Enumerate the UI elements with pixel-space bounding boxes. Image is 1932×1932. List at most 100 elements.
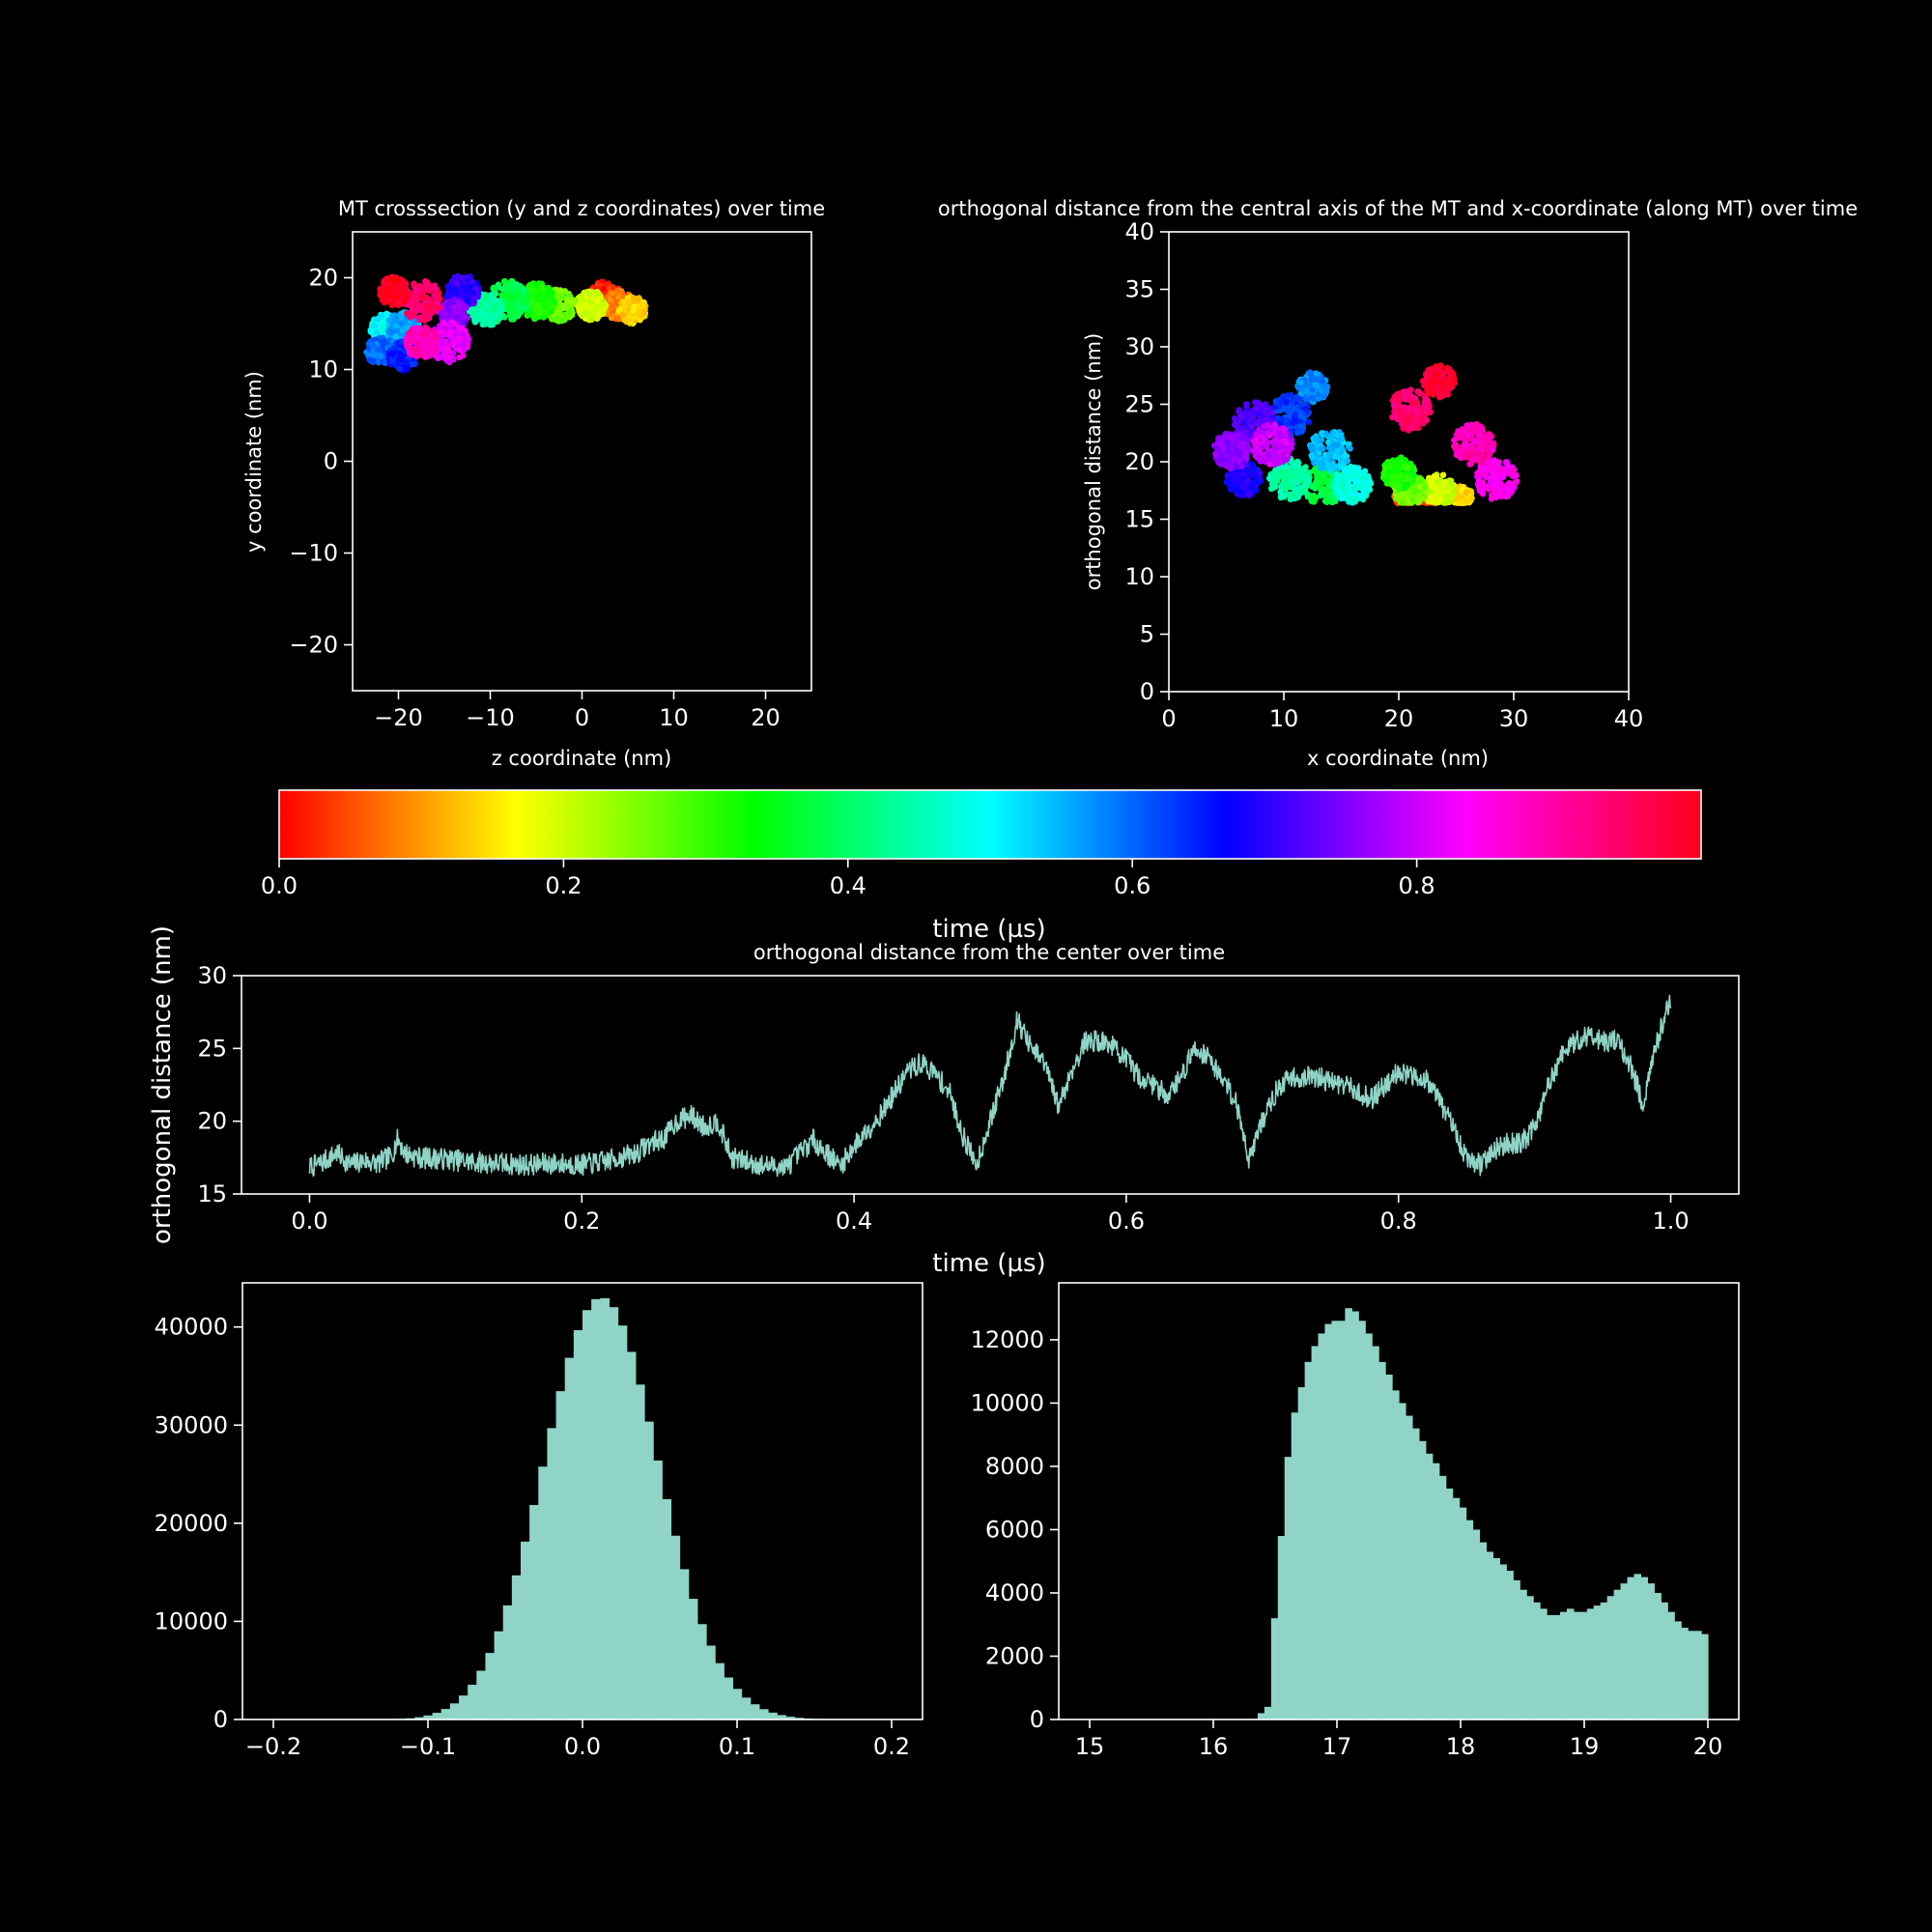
crosssection-point <box>609 290 615 297</box>
orthogonal-vs-x-point <box>1281 482 1289 489</box>
orthogonal-vs-x-point <box>1405 498 1411 506</box>
orthogonal-vs-x-point <box>1341 487 1349 494</box>
crosssection-point <box>620 316 628 324</box>
orthogonal-vs-x-point <box>1436 476 1444 484</box>
orthogonal-vs-x-point <box>1224 439 1231 445</box>
crosssection-point <box>448 278 456 285</box>
crosssection-ylabel: y coordinate (nm) <box>242 371 266 553</box>
crosssection-point <box>512 284 519 291</box>
crosssection-point <box>469 297 477 304</box>
crosssection-point <box>450 290 457 298</box>
orthogonal-vs-x-point <box>1326 483 1333 491</box>
orthogonal-vs-x-point <box>1235 421 1241 428</box>
orthogonal-vs-x-point <box>1323 497 1330 503</box>
orthogonal-vs-x-point <box>1235 470 1241 477</box>
orthogonal-vs-x-point <box>1269 413 1277 420</box>
crosssection-point <box>606 285 612 292</box>
crosssection-point <box>393 323 400 329</box>
crosssection-point <box>461 319 469 326</box>
crosssection-point <box>589 305 597 313</box>
crosssection-point <box>561 288 568 295</box>
orthogonal-vs-x-point <box>1405 465 1411 471</box>
orthogonal-vs-x-point <box>1244 478 1252 485</box>
crosssection-point <box>401 287 409 294</box>
crosssection-point <box>393 277 400 284</box>
orthogonal-vs-x-point <box>1325 439 1332 446</box>
crosssection-point <box>402 280 410 288</box>
orthogonal-vs-x-point <box>1311 498 1318 505</box>
orthogonal-vs-x-point <box>1456 498 1463 505</box>
orthogonal-vs-x-point <box>1351 464 1358 471</box>
crosssection-point <box>489 321 497 328</box>
orthogonal-vs-x-point <box>1347 496 1354 502</box>
orthogonal-vs-x-point <box>1296 427 1304 435</box>
crosssection-point <box>446 283 453 290</box>
orthogonal-vs-x-point <box>1397 471 1404 478</box>
orthogonal-vs-x-point <box>1335 488 1343 496</box>
orthogonal-vs-x-point <box>1264 406 1271 412</box>
crosssection-point <box>414 339 422 347</box>
orthogonal-vs-x-point <box>1245 445 1252 452</box>
crosssection-point <box>417 330 425 337</box>
orthogonal-vs-x-point <box>1296 395 1303 403</box>
orthogonal-vs-x-point <box>1334 454 1341 461</box>
orthogonal-vs-x-point <box>1428 482 1435 489</box>
orthogonal-vs-x-point <box>1251 467 1258 473</box>
orthogonal-vs-x-point <box>1332 463 1339 469</box>
orthogonal-vs-x-point <box>1382 465 1389 472</box>
orthogonal-vs-x-point <box>1287 470 1294 477</box>
crosssection-point <box>566 308 573 315</box>
crosssection-point <box>497 304 503 312</box>
orthogonal-vs-x-point <box>1357 482 1364 490</box>
orthogonal-vs-x-point <box>1443 497 1450 504</box>
crosssection-point <box>519 285 526 292</box>
orthogonal-vs-x-point <box>1380 470 1387 478</box>
crosssection-point <box>473 280 480 287</box>
orthogonal-vs-x-point <box>1283 416 1291 424</box>
crosssection-point <box>469 312 476 320</box>
orthogonal-vs-x-point <box>1366 477 1373 485</box>
orthogonal-vs-x-point <box>1236 488 1242 495</box>
crosssection-point <box>463 296 469 303</box>
orthogonal-vs-x-point <box>1350 485 1357 493</box>
orthogonal-vs-x-point <box>1214 446 1221 453</box>
orthogonal-vs-x-point <box>1285 392 1292 399</box>
orthogonal-vs-x-point <box>1224 453 1231 460</box>
orthogonal-vs-x-point <box>1241 410 1249 416</box>
orthogonal-vs-x-point <box>1318 492 1324 499</box>
crosssection-point <box>492 312 498 319</box>
orthogonal-vs-x-panel: orthogonal distance from the central axi… <box>938 197 1858 770</box>
crosssection-point <box>424 306 432 313</box>
crosssection-point <box>408 301 414 308</box>
crosssection-point <box>450 340 457 347</box>
orthogonal-vs-x-point <box>1283 463 1290 470</box>
crosssection-point <box>548 308 554 315</box>
crosssection-point <box>435 299 441 307</box>
crosssection-point <box>397 350 404 356</box>
orthogonal-vs-x-point <box>1412 488 1420 495</box>
crosssection-point <box>458 325 466 332</box>
orthogonal-vs-x-point <box>1352 478 1359 485</box>
crosssection-point <box>435 355 441 361</box>
crosssection-point <box>586 298 593 305</box>
crosssection-point <box>399 327 406 334</box>
crosssection-xtick-label: −10 <box>466 704 515 731</box>
crosssection-point <box>420 340 427 348</box>
crosssection-ytick-label: −20 <box>289 632 338 659</box>
orthogonal-vs-x-point <box>1345 479 1351 487</box>
orthogonal-vs-x-point <box>1239 435 1246 441</box>
crosssection-point <box>450 350 457 356</box>
crosssection-point <box>625 298 632 305</box>
crosssection-point <box>594 291 601 298</box>
crosssection-point <box>441 310 448 317</box>
crosssection-point <box>445 348 452 355</box>
orthogonal-vs-x-point <box>1311 468 1318 474</box>
orthogonal-vs-x-point <box>1414 497 1421 503</box>
crosssection-point <box>403 358 410 365</box>
crosssection-ytick-label: 10 <box>308 356 338 384</box>
crosssection-point <box>445 293 452 300</box>
crosssection-ytick-label: −10 <box>289 540 338 567</box>
orthogonal-vs-x-point <box>1393 495 1400 502</box>
orthogonal-vs-x-point <box>1305 476 1312 483</box>
crosssection-point <box>564 303 571 310</box>
